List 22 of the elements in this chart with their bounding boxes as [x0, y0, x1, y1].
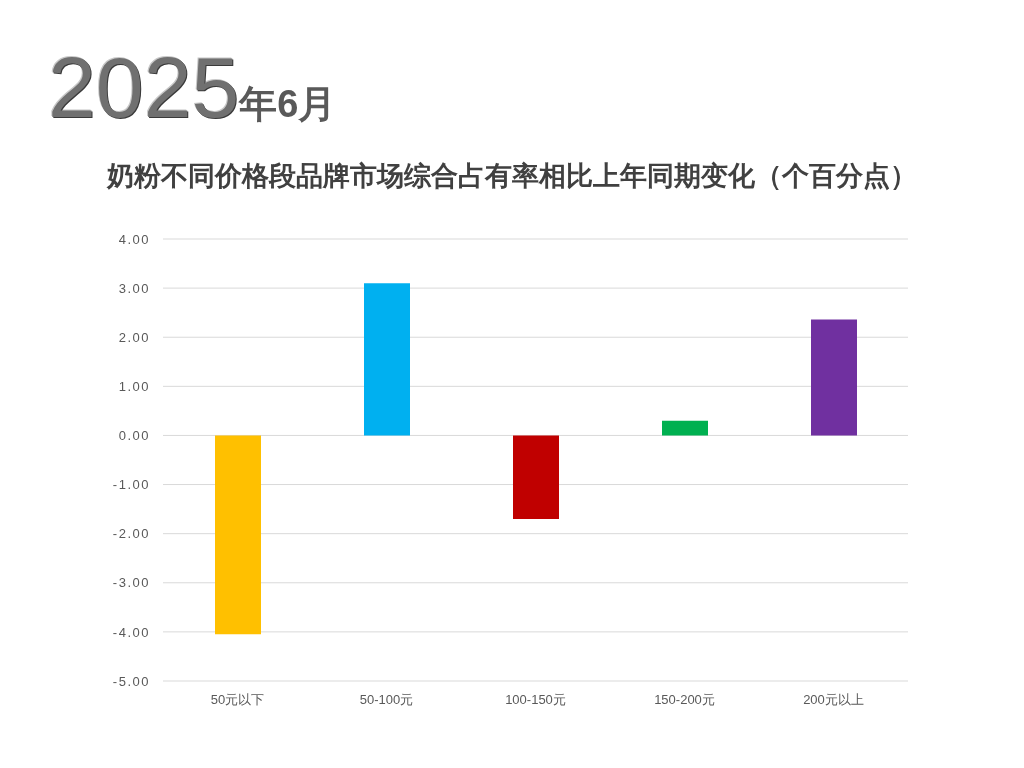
y-tick-label: 0.00 — [118, 428, 150, 444]
x-tick-label: 50元以下 — [210, 692, 265, 708]
x-tick-label: 50-100元 — [359, 692, 414, 708]
y-tick-label: 4.00 — [118, 231, 150, 247]
bar — [215, 435, 261, 635]
chart-title: 2025年6月 — [48, 39, 337, 135]
x-tick-label: 150-200元 — [654, 692, 715, 708]
bar — [662, 420, 708, 436]
y-tick-label: -4.00 — [112, 624, 150, 640]
y-tick-label: 3.00 — [118, 280, 150, 296]
y-tick-label: -1.00 — [112, 477, 150, 493]
y-tick-label: 2.00 — [118, 329, 150, 345]
bar — [811, 319, 857, 436]
y-tick-label: -5.00 — [112, 673, 150, 689]
chart-subtitle: 奶粉不同价格段品牌市场综合占有率相比上年同期变化（个百分点） — [105, 160, 918, 193]
y-tick-label: -3.00 — [112, 575, 150, 591]
y-tick-label: -2.00 — [112, 526, 150, 542]
y-tick-label: 1.00 — [118, 378, 150, 394]
x-tick-label: 100-150元 — [505, 692, 566, 708]
bar — [364, 283, 410, 436]
bar — [513, 435, 559, 519]
x-tick-label: 200元以上 — [803, 692, 864, 708]
